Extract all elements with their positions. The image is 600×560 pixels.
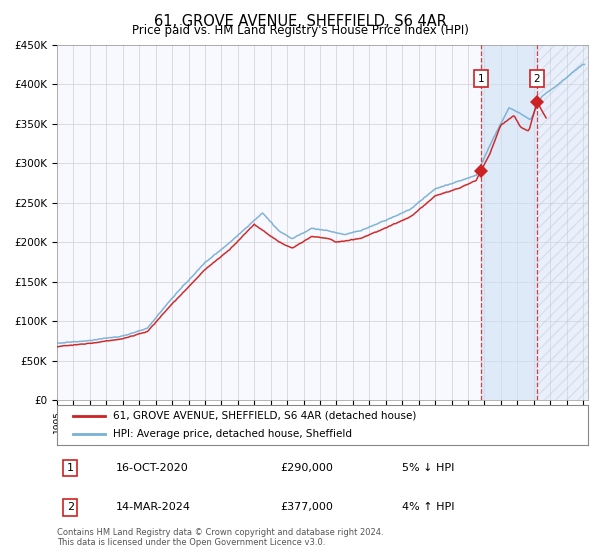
Text: 4% ↑ HPI: 4% ↑ HPI: [402, 502, 455, 512]
Text: 1: 1: [67, 463, 74, 473]
Text: 2: 2: [67, 502, 74, 512]
Text: 61, GROVE AVENUE, SHEFFIELD, S6 4AR: 61, GROVE AVENUE, SHEFFIELD, S6 4AR: [154, 14, 446, 29]
Bar: [537, 45, 588, 400]
Text: 16-OCT-2020: 16-OCT-2020: [115, 463, 188, 473]
Bar: [481, 45, 537, 400]
Text: 2: 2: [534, 73, 541, 83]
Text: 5% ↓ HPI: 5% ↓ HPI: [402, 463, 455, 473]
Text: £377,000: £377,000: [280, 502, 333, 512]
Text: 61, GROVE AVENUE, SHEFFIELD, S6 4AR (detached house): 61, GROVE AVENUE, SHEFFIELD, S6 4AR (det…: [113, 411, 416, 421]
Text: 1: 1: [478, 73, 484, 83]
Text: HPI: Average price, detached house, Sheffield: HPI: Average price, detached house, Shef…: [113, 430, 352, 439]
Text: Contains HM Land Registry data © Crown copyright and database right 2024.
This d: Contains HM Land Registry data © Crown c…: [57, 528, 383, 547]
Text: Price paid vs. HM Land Registry's House Price Index (HPI): Price paid vs. HM Land Registry's House …: [131, 24, 469, 37]
Text: 14-MAR-2024: 14-MAR-2024: [115, 502, 190, 512]
Text: £290,000: £290,000: [280, 463, 333, 473]
